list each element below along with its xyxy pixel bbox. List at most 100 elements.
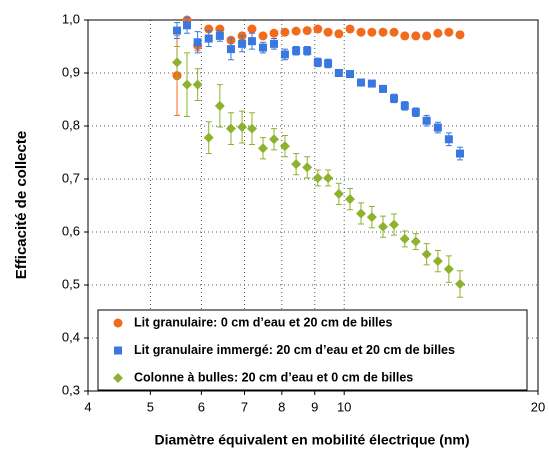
y-tick-label: 0,9 xyxy=(62,64,80,79)
y-tick-label: 0,3 xyxy=(62,382,80,397)
point xyxy=(421,249,432,260)
point xyxy=(422,31,432,41)
x-tick-label: 9 xyxy=(311,399,318,414)
point xyxy=(432,256,443,267)
point xyxy=(444,27,454,37)
y-axis-label: Efficacité de collecte xyxy=(13,131,30,279)
point xyxy=(259,43,268,52)
legend-label: Colonne à bulles: 20 cm d’eau et 0 cm de… xyxy=(134,370,413,384)
point xyxy=(237,122,248,133)
legend-marker xyxy=(114,346,122,355)
x-tick-label: 7 xyxy=(241,399,248,414)
point xyxy=(303,46,312,55)
point xyxy=(356,208,367,219)
point xyxy=(302,26,312,36)
point xyxy=(258,31,268,41)
legend-label: Lit granulaire: 0 cm d’eau et 20 cm de b… xyxy=(134,315,392,329)
point xyxy=(204,34,213,43)
point xyxy=(280,27,290,37)
x-tick-label: 20 xyxy=(531,399,545,414)
point xyxy=(192,79,203,90)
legend-box xyxy=(97,309,528,391)
point xyxy=(173,26,182,35)
point xyxy=(279,141,290,152)
x-tick-label: 5 xyxy=(147,399,154,414)
point xyxy=(214,100,225,111)
point xyxy=(345,194,356,205)
point xyxy=(333,188,344,199)
point xyxy=(399,233,410,244)
point xyxy=(258,143,269,154)
point xyxy=(247,24,257,34)
point xyxy=(238,39,247,48)
point xyxy=(357,78,366,87)
point xyxy=(389,219,400,230)
point xyxy=(323,172,334,183)
x-tick-label: 8 xyxy=(278,399,285,414)
point xyxy=(247,37,256,46)
point xyxy=(312,172,323,183)
y-tick-label: 0,7 xyxy=(62,170,80,185)
x-tick-label: 10 xyxy=(337,399,351,414)
point xyxy=(292,46,301,55)
point xyxy=(203,132,214,143)
point xyxy=(246,123,257,134)
point xyxy=(270,39,279,48)
point xyxy=(204,24,214,34)
point xyxy=(400,31,410,41)
y-tick-label: 0,6 xyxy=(62,223,80,238)
point xyxy=(226,45,235,54)
point xyxy=(334,69,343,77)
plot-frame xyxy=(87,19,539,392)
y-tick-label: 0,4 xyxy=(62,329,80,344)
point xyxy=(444,135,453,144)
y-tick-label: 1,0 xyxy=(62,11,80,26)
point xyxy=(390,94,399,103)
point xyxy=(356,27,366,37)
point xyxy=(225,123,236,134)
point xyxy=(389,27,399,37)
point xyxy=(323,27,333,37)
point xyxy=(367,27,377,37)
point xyxy=(433,28,443,38)
legend-marker xyxy=(113,373,123,383)
x-axis-label: Diamètre équivalent en mobilité électriq… xyxy=(154,432,469,448)
point xyxy=(454,278,465,289)
point xyxy=(378,27,388,37)
point xyxy=(334,29,344,39)
point xyxy=(291,159,302,170)
point xyxy=(366,212,377,223)
point xyxy=(269,28,279,38)
point xyxy=(193,38,202,47)
point xyxy=(400,101,409,110)
point xyxy=(172,57,183,68)
point xyxy=(291,26,301,36)
point xyxy=(183,21,192,30)
point xyxy=(443,264,454,275)
point xyxy=(410,236,421,247)
point xyxy=(324,59,333,68)
point xyxy=(346,70,355,79)
point xyxy=(422,116,431,125)
point xyxy=(302,162,313,173)
point xyxy=(215,24,225,34)
point xyxy=(411,108,420,117)
point xyxy=(379,84,388,93)
point xyxy=(269,134,280,145)
legend-label: Lit granulaire immergé: 20 cm d’eau et 2… xyxy=(134,343,455,357)
point xyxy=(455,30,465,40)
point xyxy=(378,221,389,232)
point xyxy=(313,58,322,67)
point xyxy=(433,123,442,132)
point xyxy=(367,79,376,88)
legend-marker xyxy=(113,318,123,328)
y-tick-label: 0,8 xyxy=(62,117,80,132)
y-tick-label: 0,5 xyxy=(62,276,80,291)
point xyxy=(455,149,464,158)
point xyxy=(313,24,323,34)
x-tick-label: 4 xyxy=(84,399,91,414)
point xyxy=(280,50,289,59)
point xyxy=(345,24,355,34)
x-tick-label: 6 xyxy=(198,399,205,414)
